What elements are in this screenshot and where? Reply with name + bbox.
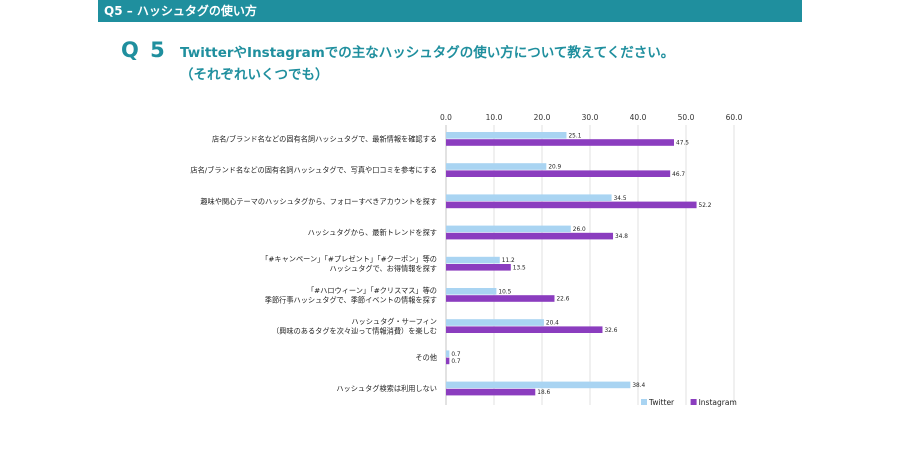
category-label: ハッシュタグから、最新トレンドを探す <box>308 228 437 237</box>
category-label: （興味のあるタグを次々辿って情報消費）を楽しむ <box>272 326 437 335</box>
data-label-instagram: 32.6 <box>604 328 617 334</box>
bar-twitter <box>446 288 497 295</box>
category-label: 季節行事ハッシュタグで、季節イベントの情報を探す <box>265 295 437 304</box>
category-label: その他 <box>415 353 437 362</box>
data-label-instagram: 18.6 <box>537 390 550 396</box>
x-tick-label: 40.0 <box>630 113 647 122</box>
data-label-instagram: 47.5 <box>676 141 689 147</box>
data-label-instagram: 13.5 <box>513 265 526 271</box>
category-label: 店名/ブランド名などの固有名詞ハッシュタグで、最新情報を確認する <box>212 135 437 144</box>
x-tick-label: 10.0 <box>486 113 503 122</box>
bar-instagram <box>446 170 671 177</box>
question-number: Q 5 <box>121 38 167 62</box>
category-label: 「#ハロウィーン」「#クリスマス」等の <box>307 286 437 295</box>
bar-twitter <box>446 163 547 170</box>
data-label-twitter: 10.5 <box>498 289 511 295</box>
header-title: Q5 – ハッシュタグの使い方 <box>104 4 257 18</box>
x-tick-label: 0.0 <box>440 113 452 122</box>
header-bar: Q5 – ハッシュタグの使い方 <box>98 0 802 22</box>
bar-instagram <box>446 357 450 365</box>
bar-twitter <box>446 350 450 357</box>
legend-swatch-instagram <box>690 399 697 405</box>
bar-instagram <box>446 201 697 209</box>
data-label-twitter: 20.4 <box>546 321 559 327</box>
bar-instagram <box>446 232 614 240</box>
data-label-twitter: 34.5 <box>614 196 627 202</box>
category-label: 店名/ブランド名などの固有名詞ハッシュタグで、写真や口コミを参考にする <box>190 166 437 175</box>
data-label-twitter: 11.2 <box>502 258 515 264</box>
question-text: TwitterやInstagramでの主なハッシュタグの使い方について教えてくだ… <box>180 42 674 86</box>
legend-label-instagram: Instagram <box>699 398 737 407</box>
data-label-twitter: 26.0 <box>573 227 586 233</box>
category-label: ハッシュタグで、お得情報を探す <box>329 264 437 273</box>
bar-instagram <box>446 264 511 271</box>
bar-twitter <box>446 381 631 389</box>
question-line-1: TwitterやInstagramでの主なハッシュタグの使い方について教えてくだ… <box>180 45 675 61</box>
category-label: 趣味や関心テーマのハッシュタグから、フォローすべきアカウントを探す <box>200 197 437 206</box>
bar-twitter <box>446 194 612 201</box>
legend-label-twitter: Twitter <box>648 398 675 407</box>
category-label: ハッシュタグ検索は利用しない <box>336 384 437 393</box>
data-label-instagram: 52.2 <box>699 203 712 209</box>
bar-twitter <box>446 132 567 139</box>
bar-twitter <box>446 319 544 326</box>
x-tick-label: 60.0 <box>726 113 743 122</box>
data-label-instagram: 34.8 <box>615 234 628 240</box>
data-label-instagram: 46.7 <box>672 172 685 178</box>
data-label-twitter: 0.7 <box>451 352 461 358</box>
data-label-twitter: 38.4 <box>632 383 645 389</box>
bar-instagram <box>446 326 603 333</box>
bar-instagram <box>446 295 555 302</box>
x-tick-label: 20.0 <box>534 113 551 122</box>
bar-instagram <box>446 139 674 146</box>
data-label-instagram: 0.7 <box>451 359 461 365</box>
category-label: 「#キャンペーン」「#プレゼント」「#クーポン」等の <box>261 255 437 264</box>
bar-instagram <box>446 388 536 396</box>
x-tick-label: 50.0 <box>678 113 695 122</box>
data-label-instagram: 22.6 <box>556 297 569 303</box>
legend-swatch-twitter <box>641 399 647 405</box>
category-label: ハッシュタグ・サーフィン <box>351 317 437 326</box>
data-label-twitter: 25.1 <box>568 133 581 139</box>
data-label-twitter: 20.9 <box>548 165 561 171</box>
bar-twitter <box>446 256 500 264</box>
question-line-2: （それぞれいくつでも） <box>180 67 329 83</box>
x-tick-label: 30.0 <box>582 113 599 122</box>
bar-twitter <box>446 225 571 233</box>
